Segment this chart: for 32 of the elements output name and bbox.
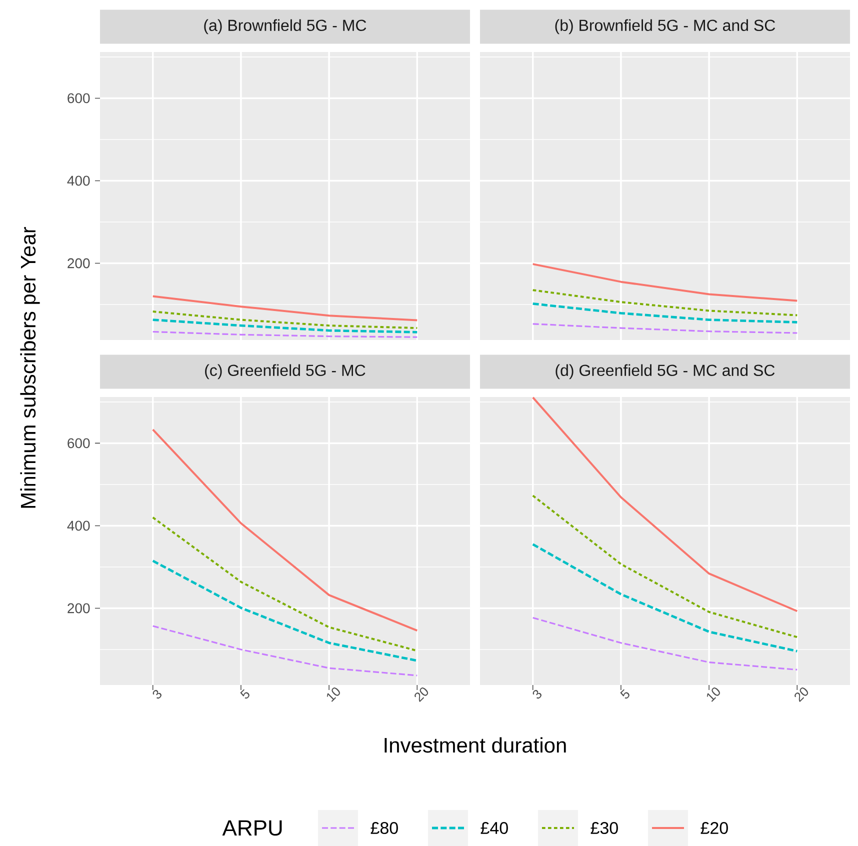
x-tick-label: 5 [240, 689, 250, 699]
legend-title: ARPU [222, 820, 282, 836]
x-tick-label: 10 [326, 688, 340, 702]
x-axis-title: Investment duration [384, 737, 566, 753]
chart-title: (b) Brownfield 5G - MC and SC [555, 19, 776, 34]
line-series [152, 560, 418, 662]
x-tick-label: 3 [532, 690, 542, 699]
line-series [152, 625, 418, 676]
line-series [152, 310, 418, 330]
legend-label: £30 [590, 822, 618, 834]
y-tick-label: 200 [68, 603, 90, 614]
y-axis-title: Minimum subscribers per Year [20, 226, 40, 508]
line-series [152, 428, 418, 632]
chart-title: (a) Brownfield 5G - MC [204, 19, 366, 34]
legend-label: £20 [700, 822, 728, 834]
line-series [152, 295, 418, 322]
x-tick-label: 10 [706, 688, 720, 702]
y-tick-label: 200 [68, 258, 90, 268]
y-tick-label: 400 [67, 520, 90, 531]
chart-title: (c) Greenfield 5G - MC [205, 364, 366, 380]
chart-title: (d) Greenfield 5G - MC and SC [556, 364, 775, 380]
x-tick-label: 20 [794, 688, 808, 702]
legend-label: £80 [370, 822, 398, 834]
legend-label: £40 [480, 822, 508, 834]
y-tick-label: 400 [67, 176, 90, 186]
y-tick-label: 600 [68, 93, 90, 104]
x-tick-label: 3 [152, 690, 162, 699]
y-tick-label: 600 [68, 438, 90, 448]
x-tick-label: 20 [414, 688, 428, 702]
x-tick-label: 5 [620, 689, 630, 699]
line-series [152, 516, 418, 652]
line-series [152, 318, 418, 334]
